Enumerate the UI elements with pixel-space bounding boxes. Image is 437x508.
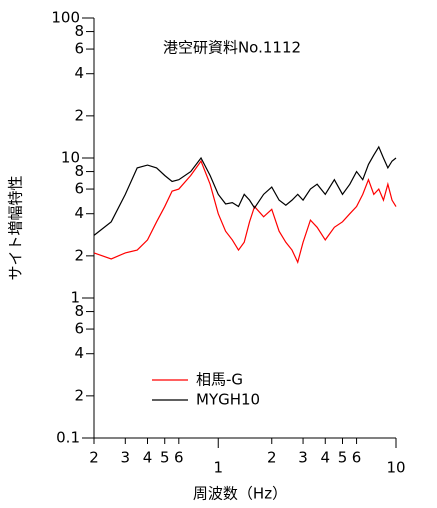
x-tick-label: 5 [160,449,170,467]
y-tick-label: 10 [61,149,80,167]
x-tick-label: 4 [320,449,330,467]
x-tick-label: 5 [338,449,348,467]
x-tick-label: 3 [298,449,308,467]
y-tick-label: 8 [74,302,84,320]
y-tick-label: 4 [74,344,84,362]
y-tick-label: 2 [74,106,84,124]
y-tick-label: 4 [74,64,84,82]
y-tick-label: 2 [74,386,84,404]
chart-title: 港空研資料No.1112 [163,39,301,57]
y-tick-label: 6 [74,40,84,58]
y-tick-label: 1 [70,289,80,307]
series-line [93,159,397,265]
x-tick-label: 2 [89,449,99,467]
x-tick-label: 6 [352,449,362,467]
y-tick-label: 100 [51,9,80,27]
y-axis-label: サイト増幅特性 [7,175,25,280]
y-tick-label: 6 [74,180,84,198]
legend-label: MYGH10 [196,391,260,409]
series-line [93,145,397,236]
y-tick-label: 4 [74,204,84,222]
x-tick-label: 6 [174,449,184,467]
y-tick-label: 2 [74,246,84,264]
y-tick-label: 0.1 [56,429,80,447]
x-tick-label: 3 [121,449,131,467]
x-axis-label: 周波数（Hz） [193,485,287,503]
y-tick-label: 8 [74,22,84,40]
y-tick-label: 8 [74,162,84,180]
x-tick-label: 4 [143,449,153,467]
y-tick-label: 6 [74,320,84,338]
x-tick-label: 2 [267,449,277,467]
x-tick-label: 10 [386,459,405,477]
legend-label: 相馬-G [196,371,243,389]
x-tick-label: 1 [213,459,223,477]
